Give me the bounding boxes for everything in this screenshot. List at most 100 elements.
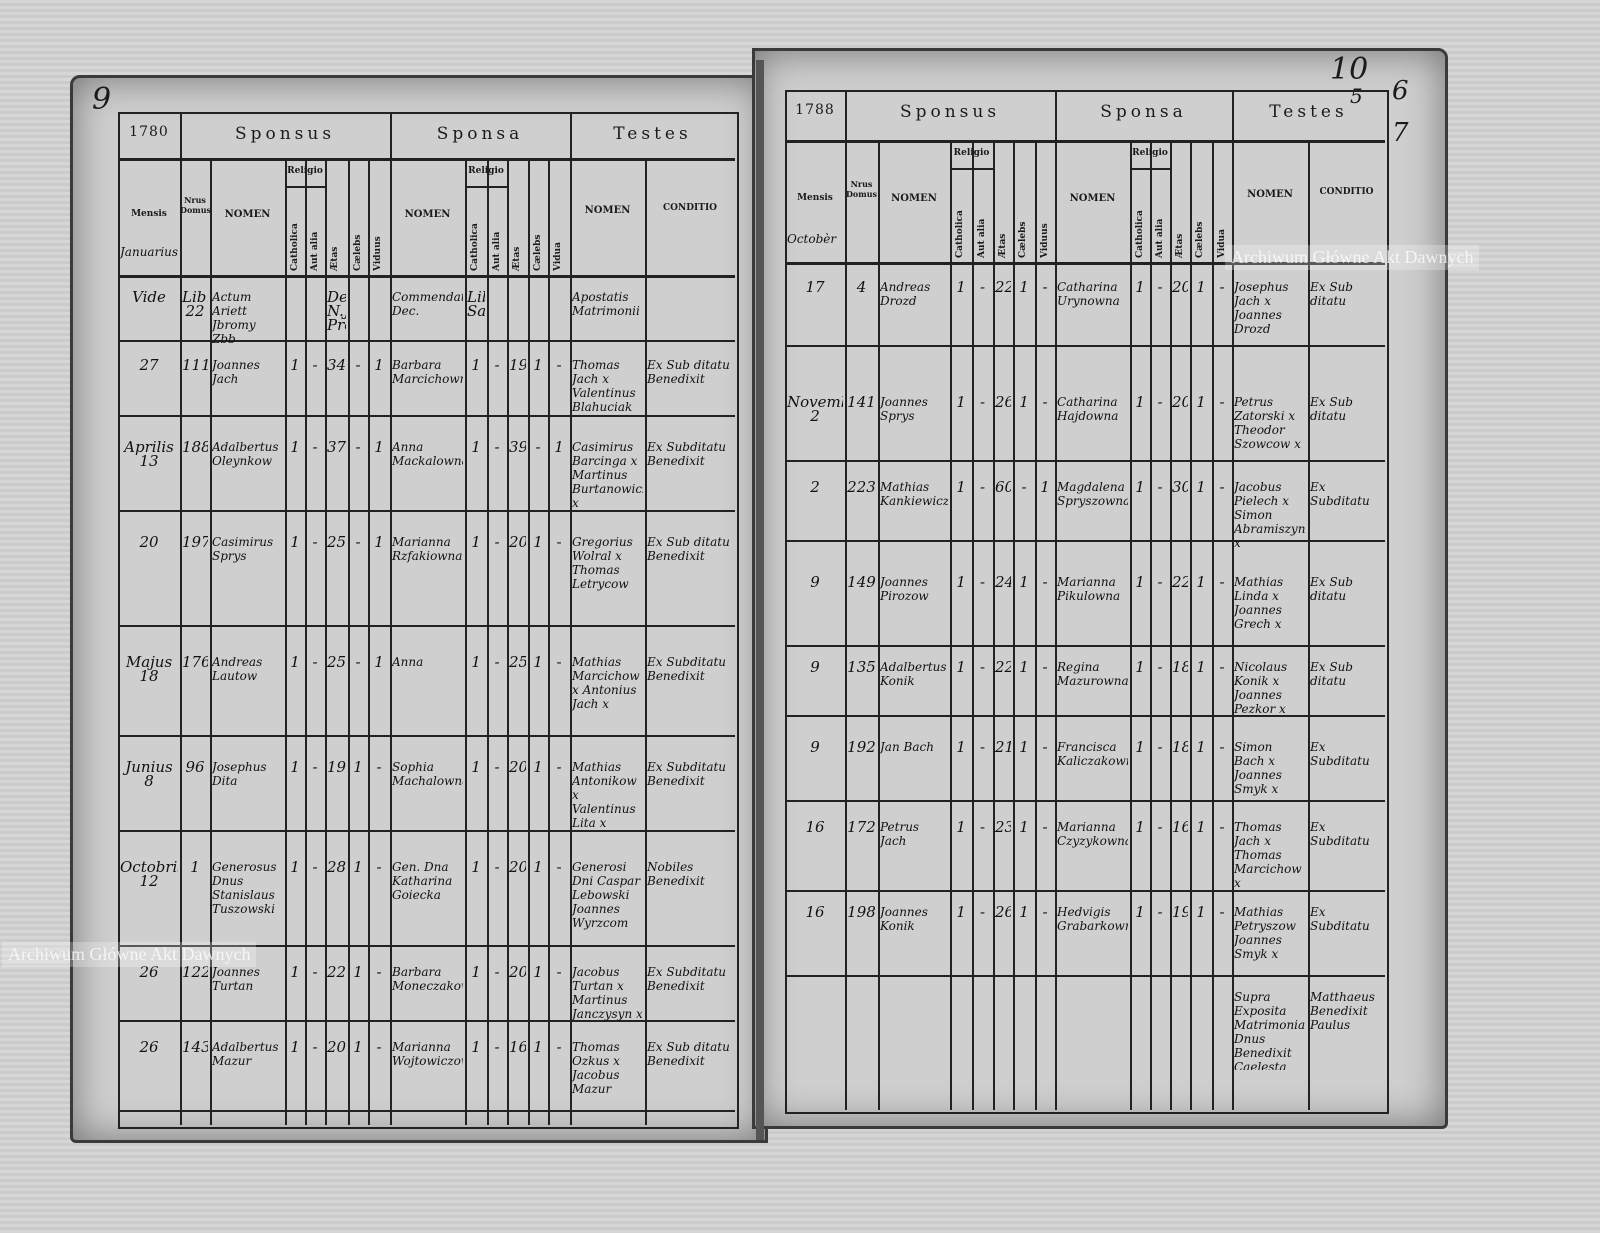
register-cell: Lib. Samferru: [467, 290, 485, 320]
register-cell: Casimirus Barcinga x Martinus Burtanowic…: [572, 440, 643, 510]
register-cell: -: [556, 965, 562, 981]
register-cell: -: [494, 440, 500, 456]
register-cell: Adalbertus Konik: [880, 660, 947, 688]
register-cell: Adalbertus Oleynkow: [212, 440, 279, 468]
register-cell: 1: [1135, 820, 1145, 836]
rule: [785, 262, 1385, 265]
register-cell: -: [556, 358, 562, 374]
header-nrus-domus: Nrus Domus: [845, 179, 878, 199]
register-cell: Casimirus Sprys: [212, 535, 274, 563]
register-cell: -: [1157, 660, 1163, 676]
register-cell: 1: [956, 575, 966, 591]
register-cell: 1: [1019, 905, 1029, 921]
register-cell: Petrus Zatorski x Theodor Szowcow x: [1234, 395, 1301, 451]
register-cell: 4: [856, 280, 867, 296]
register-cell: -: [376, 1040, 382, 1056]
col-rule: [845, 140, 847, 1110]
register-cell: 223: [847, 480, 876, 496]
col-rule: [1150, 140, 1152, 1110]
register-cell: 176: [182, 655, 208, 671]
register-cell: Marianna Czyzykowna: [1057, 820, 1128, 848]
register-cell: -: [494, 760, 500, 776]
header-nomen: NOMEN: [224, 208, 271, 220]
col-rule: [972, 140, 974, 1110]
col-rule: [1130, 140, 1132, 1110]
register-cell: 1: [1196, 575, 1206, 591]
register-cell: -: [1042, 820, 1048, 836]
register-cell: 1: [290, 1040, 300, 1056]
margin-number: 7: [1392, 118, 1409, 148]
register-cell: Ex Subditatu Benedixit: [647, 760, 727, 788]
register-cell: 1: [290, 760, 300, 776]
register-cell: -: [494, 965, 500, 981]
register-cell: -: [1042, 395, 1048, 411]
register-cell: Josephus Dita: [212, 760, 267, 788]
register-cell: 1: [533, 1040, 543, 1056]
header-caelebs: Cælebs: [1195, 221, 1205, 258]
register-cell: -: [1219, 395, 1225, 411]
register-cell: -: [979, 480, 986, 496]
register-cell: 9: [810, 660, 820, 676]
header-conditio: CONDITIO: [663, 202, 717, 213]
header-caelebs: Cælebs: [1018, 221, 1028, 258]
register-cell: Joannes Pirozow: [880, 575, 929, 603]
register-cell: 39: [509, 440, 526, 456]
register-cell: 1: [533, 965, 543, 981]
register-cell: -: [1157, 740, 1163, 756]
register-cell: 1: [1135, 740, 1145, 756]
register-cell: 1: [533, 860, 543, 876]
row-rule: [785, 975, 1385, 977]
register-cell: -: [494, 358, 500, 374]
row-rule: [785, 460, 1385, 462]
register-cell: 18: [1172, 740, 1188, 756]
col-rule: [845, 90, 847, 140]
register-cell: 1: [290, 535, 300, 551]
register-cell: 1: [533, 655, 543, 671]
register-cell: Lib. 22: [182, 290, 208, 320]
register-cell: 1: [1135, 660, 1145, 676]
register-cell: Generosus Dnus Stanislaus Tuszowski: [212, 860, 277, 916]
register-cell: 1: [353, 1040, 363, 1056]
register-cell: -: [979, 660, 986, 676]
header-testes: Testes: [1269, 102, 1348, 122]
register-cell: 2: [810, 480, 820, 496]
register-cell: Matthaeus Benedixit Paulus: [1310, 990, 1375, 1032]
register-cell: -: [1157, 480, 1163, 496]
register-cell: 37: [327, 440, 346, 456]
register-cell: -: [1157, 905, 1163, 921]
col-rule: [390, 158, 392, 1125]
row-rule: [118, 945, 735, 947]
register-cell: Magdalena Spryszowna: [1057, 480, 1128, 508]
register-cell: 1: [374, 535, 384, 551]
col-rule: [348, 158, 350, 1125]
register-cell: Thomas Jach x Thomas Marcichow x: [1234, 820, 1302, 890]
register-cell: 34: [327, 358, 346, 374]
register-cell: Mathias Kankiewicz: [880, 480, 948, 508]
register-cell: Apostatis Matrimonii: [572, 290, 640, 318]
register-cell: 1: [471, 358, 481, 374]
header-religio: Religio: [953, 148, 990, 158]
register-cell: -: [494, 535, 500, 551]
register-cell: Ex Sub ditatu: [1310, 395, 1353, 423]
register-cell: -: [1157, 280, 1163, 296]
register-cell: -: [979, 905, 986, 921]
register-cell: -: [312, 760, 318, 776]
register-cell: 1: [1196, 280, 1206, 296]
rule: [285, 186, 325, 188]
register-cell: -: [556, 760, 562, 776]
col-rule: [325, 158, 327, 1125]
register-cell: -: [1042, 280, 1048, 296]
register-cell: 1: [374, 655, 384, 671]
header-aetas: Ætas: [1175, 233, 1185, 258]
register-cell: 17: [805, 280, 825, 296]
register-cell: 1: [956, 820, 966, 836]
register-cell: 9: [810, 575, 820, 591]
header-sponsa: Sponsa: [436, 124, 524, 144]
register-cell: 1: [1196, 740, 1206, 756]
register-cell: 1: [1135, 905, 1145, 921]
register-cell: 1: [956, 480, 966, 496]
register-cell: 1: [190, 860, 200, 876]
row-rule: [118, 1020, 735, 1022]
register-cell: 1: [471, 965, 481, 981]
register-cell: -: [494, 655, 500, 671]
